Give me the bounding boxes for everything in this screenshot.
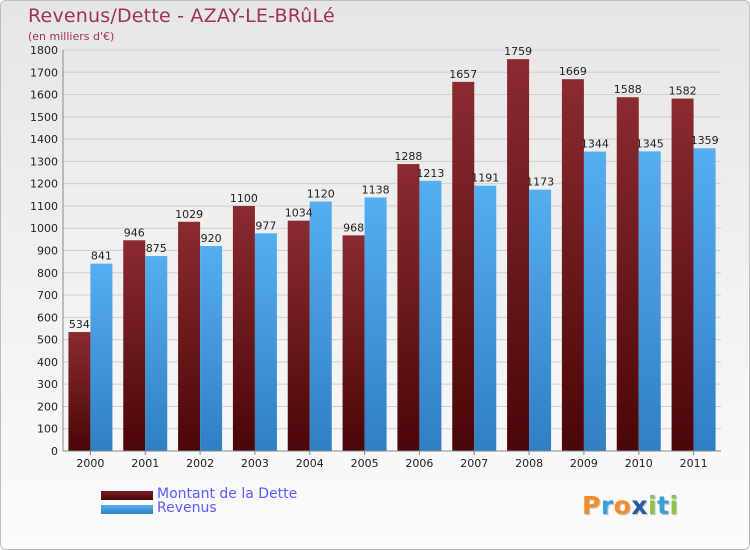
data-label-revenue: 841 [91, 250, 112, 263]
bar-revenue [693, 148, 716, 451]
bar-debt [616, 97, 639, 452]
y-tick-label: 700 [37, 289, 58, 302]
bar-debt [561, 79, 584, 451]
bar-debt [452, 81, 475, 451]
y-tick-label: 600 [37, 311, 58, 324]
logo-letter: i [648, 491, 658, 520]
chart-title: Revenus/Dette - AZAY-LE-BRûLé [28, 5, 335, 27]
bar-revenue [90, 263, 113, 451]
y-tick-label: 1600 [30, 89, 58, 102]
logo-letter: x [631, 491, 648, 520]
bar-debt [178, 221, 201, 451]
data-label-revenue: 1120 [307, 187, 335, 200]
data-label-debt: 968 [343, 221, 364, 234]
data-label-debt: 1669 [559, 65, 587, 78]
y-tick-label: 100 [37, 423, 58, 436]
x-tick-label: 2011 [680, 457, 708, 470]
x-tick-label: 2006 [405, 457, 433, 470]
bar-revenue [474, 185, 497, 451]
y-tick-label: 1800 [30, 44, 58, 57]
x-tick-label: 2003 [241, 457, 269, 470]
y-tick-label: 300 [37, 378, 58, 391]
logo-letter: o [613, 491, 632, 520]
bar-debt [507, 59, 530, 452]
data-label-revenue: 977 [255, 219, 276, 232]
bar-debt [123, 240, 146, 451]
grid-layer [63, 49, 721, 452]
y-tick-label: 0 [51, 445, 58, 458]
bar-debt [232, 205, 255, 451]
y-tick-label: 500 [37, 334, 58, 347]
data-label-revenue: 1173 [526, 176, 554, 189]
data-label-debt: 946 [124, 226, 145, 239]
x-tick-label: 2010 [625, 457, 653, 470]
bar-debt [68, 332, 91, 451]
bar-revenue [419, 180, 442, 451]
bars-layer [68, 59, 716, 452]
logo-letter: i [669, 491, 679, 520]
bar-debt [287, 220, 310, 451]
bar-revenue [145, 256, 168, 451]
data-label-debt: 1588 [614, 83, 642, 96]
y-tick-label: 1200 [30, 178, 58, 191]
data-label-revenue: 875 [146, 242, 167, 255]
data-label-debt: 1657 [449, 68, 477, 81]
logo-letter: t [657, 491, 670, 520]
legend-swatch-debt [101, 491, 153, 500]
legend-swatch-revenue [101, 505, 153, 514]
data-label-debt: 1582 [669, 85, 697, 98]
bar-debt [397, 164, 420, 451]
bar-revenue [364, 197, 387, 451]
data-label-debt: 1029 [175, 208, 203, 221]
y-tick-label: 900 [37, 245, 58, 258]
logo-letter: P [582, 491, 601, 520]
bar-revenue [254, 233, 277, 451]
data-label-revenue: 1213 [416, 167, 444, 180]
legend-label-debt: Montant de la Dette [157, 486, 298, 502]
data-label-revenue: 1138 [362, 183, 390, 196]
data-label-debt: 1034 [285, 207, 313, 220]
x-tick-label: 2001 [131, 457, 159, 470]
bar-debt [342, 235, 365, 451]
axis-layer: 0 100 200 300 400 500 600 700 800 900 1000 1100 1200… [30, 44, 721, 470]
data-label-debt: 1100 [230, 192, 258, 205]
y-tick-label: 1400 [30, 133, 58, 146]
bar-revenue [309, 201, 332, 451]
x-tick-label: 2005 [351, 457, 379, 470]
y-tick-label: 1100 [30, 200, 58, 213]
legend-label-revenue: Revenus [157, 500, 217, 516]
bar-debt [671, 98, 694, 451]
x-tick-label: 2002 [186, 457, 214, 470]
data-label-revenue: 920 [201, 232, 222, 245]
data-label-revenue: 1191 [471, 172, 499, 185]
y-tick-label: 1500 [30, 111, 58, 124]
proxiti-logo: Proxiti [582, 491, 679, 520]
bar-revenue [200, 246, 223, 451]
y-tick-label: 200 [37, 400, 58, 413]
logo-letter: r [600, 491, 614, 520]
bar-revenue [638, 151, 661, 451]
data-label-revenue: 1359 [691, 134, 719, 147]
x-tick-label: 2004 [296, 457, 324, 470]
chart-subtitle: (en milliers d'€) [28, 30, 115, 43]
y-tick-label: 800 [37, 267, 58, 280]
x-tick-label: 2009 [570, 457, 598, 470]
y-tick-label: 1300 [30, 155, 58, 168]
x-tick-label: 2000 [76, 457, 104, 470]
data-label-debt: 1288 [394, 150, 422, 163]
y-tick-label: 1000 [30, 222, 58, 235]
y-tick-label: 1700 [30, 66, 58, 79]
x-tick-label: 2007 [460, 457, 488, 470]
data-label-debt: 534 [69, 318, 90, 331]
bar-revenue [529, 189, 552, 451]
x-tick-label: 2008 [515, 457, 543, 470]
bar-revenue [583, 151, 606, 451]
data-label-revenue: 1344 [581, 138, 609, 151]
data-label-debt: 1759 [504, 45, 532, 58]
data-label-revenue: 1345 [636, 137, 664, 150]
y-tick-label: 400 [37, 356, 58, 369]
